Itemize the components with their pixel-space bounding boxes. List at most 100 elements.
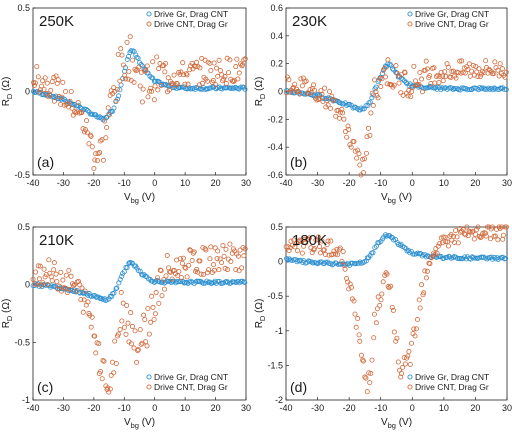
data-point — [221, 76, 227, 82]
data-point — [319, 91, 325, 97]
data-point — [423, 58, 429, 64]
data-point — [149, 293, 155, 299]
data-point — [368, 371, 374, 377]
data-point — [201, 272, 207, 278]
data-point — [101, 115, 107, 121]
x-tick-label: 0 — [410, 178, 415, 188]
x-tick-label: -40 — [26, 178, 39, 188]
data-point — [469, 86, 475, 92]
data-point — [406, 349, 412, 355]
data-point — [89, 144, 95, 150]
data-point — [150, 304, 156, 310]
data-point — [86, 291, 92, 297]
data-point — [238, 84, 244, 90]
data-point — [317, 250, 323, 256]
data-point — [149, 88, 155, 94]
data-point — [180, 60, 186, 66]
data-point — [500, 236, 506, 242]
data-point — [163, 60, 169, 66]
legend-marker — [146, 21, 152, 27]
data-point — [316, 95, 322, 101]
data-point — [486, 85, 492, 91]
y-axis-label-unit: (Ω) — [1, 77, 12, 94]
data-point — [324, 242, 330, 248]
data-point — [491, 254, 497, 260]
x-tick-label: 20 — [211, 403, 221, 413]
data-point — [159, 293, 165, 299]
data-point — [183, 71, 189, 77]
data-point — [123, 331, 129, 337]
data-point — [391, 329, 397, 335]
data-point — [92, 333, 98, 339]
data-point — [211, 267, 217, 273]
data-point — [453, 75, 459, 81]
data-point — [480, 68, 486, 74]
data-point — [469, 254, 475, 260]
data-point — [211, 60, 217, 66]
x-tick-label: 30 — [502, 403, 512, 413]
data-point — [365, 103, 371, 109]
legend-entry: Drive CNT, Drag Gr — [415, 382, 489, 392]
data-point — [68, 89, 74, 95]
data-point — [304, 259, 310, 265]
data-point — [367, 99, 373, 105]
data-point — [88, 133, 94, 139]
data-point — [140, 86, 146, 92]
data-point — [162, 69, 168, 75]
y-tick-label: 0.4 — [270, 31, 283, 41]
data-point — [133, 52, 139, 58]
temperature-label: 250K — [39, 13, 74, 30]
data-point — [92, 157, 98, 163]
data-point — [299, 250, 305, 256]
x-axis-label-main: V — [381, 192, 388, 203]
data-point — [105, 105, 111, 111]
data-point — [492, 86, 498, 92]
legend-marker — [146, 374, 152, 380]
data-point — [499, 224, 505, 230]
data-point — [370, 103, 376, 109]
y-axis-label: RD (Ω) — [254, 299, 267, 329]
data-point — [383, 74, 389, 80]
data-point — [155, 87, 161, 93]
data-point — [375, 294, 381, 300]
data-point — [303, 240, 309, 246]
data-point — [464, 64, 470, 70]
data-point — [332, 251, 338, 257]
data-point — [491, 85, 497, 91]
data-point — [197, 65, 203, 71]
data-point — [239, 265, 245, 271]
data-point — [352, 261, 358, 267]
data-point — [163, 81, 169, 87]
data-point — [484, 256, 490, 262]
data-point — [31, 82, 37, 88]
data-point — [501, 87, 507, 93]
data-point — [363, 103, 369, 109]
data-point — [113, 360, 119, 366]
x-axis-label-main: V — [124, 417, 131, 428]
data-point — [447, 254, 453, 260]
data-point — [419, 76, 425, 82]
data-point — [107, 109, 113, 115]
data-point — [284, 74, 290, 80]
data-point — [408, 248, 414, 254]
temperature-label: 230K — [292, 13, 327, 30]
data-point — [176, 269, 182, 275]
data-point — [324, 98, 330, 104]
data-point — [380, 279, 386, 285]
data-point — [351, 139, 357, 145]
data-point — [124, 56, 130, 62]
data-point — [344, 276, 350, 282]
data-point — [145, 94, 151, 100]
data-point — [101, 358, 107, 364]
series-drive-gr-drag-cnt — [284, 61, 509, 113]
data-point — [93, 350, 99, 356]
data-point — [492, 59, 498, 65]
data-point — [417, 305, 423, 311]
data-point — [145, 305, 151, 311]
data-point — [121, 324, 127, 330]
data-point — [497, 61, 503, 67]
data-point — [51, 267, 57, 273]
y-axis-label: RD (Ω) — [1, 299, 14, 329]
data-point — [69, 105, 75, 111]
